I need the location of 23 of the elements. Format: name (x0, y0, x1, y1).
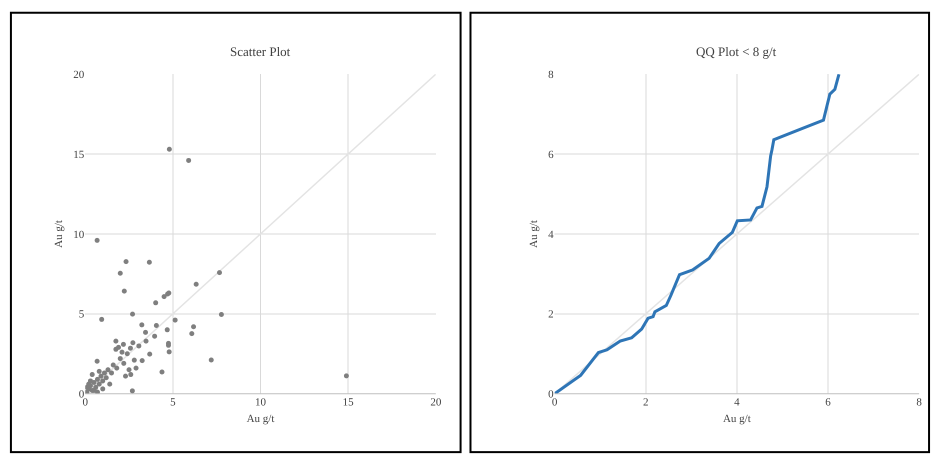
y-axis-title: Au g/t (528, 220, 540, 248)
y-tick-label: 2 (548, 308, 554, 321)
y-tick-label: 6 (548, 148, 554, 161)
x-tick-label: 6 (825, 396, 832, 409)
x-tick-label: 2 (643, 396, 649, 409)
y-tick-label: 8 (548, 69, 554, 82)
x-axis-title: Au g/t (246, 412, 274, 425)
y-tick-label: 10 (73, 228, 85, 241)
y-tick-label: 4 (548, 228, 554, 241)
y-tick-label: 5 (78, 308, 85, 321)
x-tick-label: 10 (255, 396, 267, 409)
x-tick-label: 20 (430, 396, 442, 409)
x-axis-title: Au g/t (723, 412, 751, 425)
line-series (554, 74, 840, 394)
x-tick-label: 15 (342, 396, 354, 409)
y-tick-label: 15 (73, 148, 85, 161)
y-axis-title: Au g/t (52, 220, 65, 248)
chart-title: QQ Plot < 8 g/t (696, 44, 777, 59)
chart-title: Scatter Plot (230, 44, 291, 59)
x-tick-label: 4 (734, 396, 740, 409)
x-tick-label: 8 (916, 396, 922, 409)
x-tick-label: 5 (170, 396, 176, 409)
y-tick-label: 20 (73, 69, 85, 82)
